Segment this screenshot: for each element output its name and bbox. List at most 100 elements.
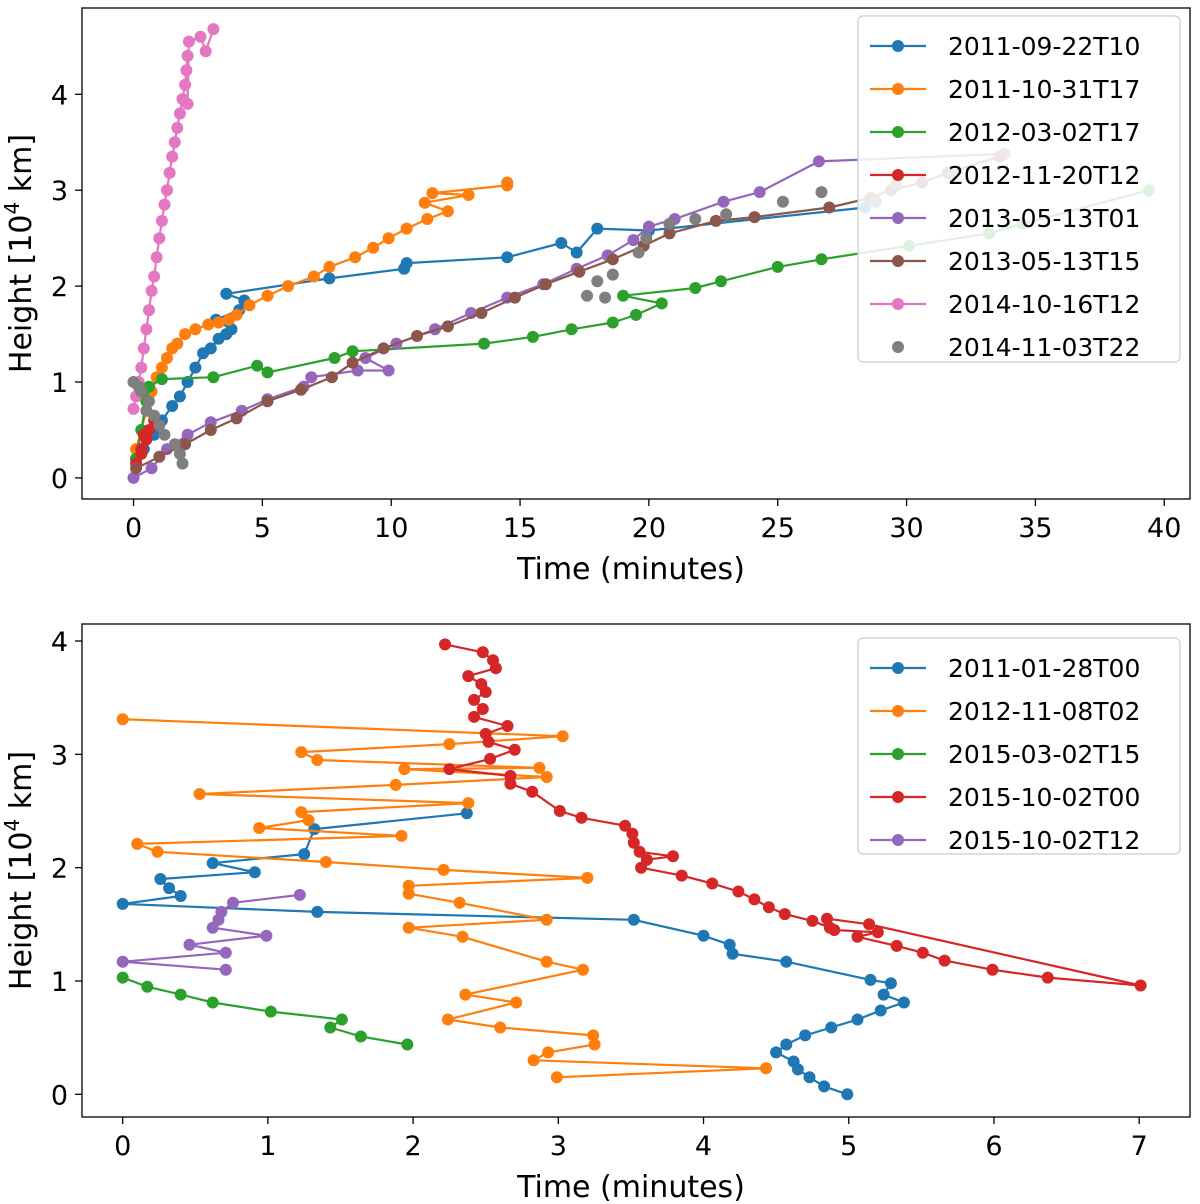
data-point: [295, 806, 308, 819]
data-point: [627, 234, 640, 247]
data-point: [770, 1046, 783, 1059]
y-axis-label: Height [104 km]: [0, 134, 39, 373]
data-point: [815, 253, 828, 266]
y-label-tail: km]: [4, 134, 39, 202]
data-point: [154, 873, 167, 885]
x-tick-label: 0: [125, 513, 142, 544]
data-point: [199, 45, 212, 58]
x-tick-label: 5: [840, 1131, 857, 1162]
legend-label: 2014-10-16T12: [948, 290, 1140, 319]
data-point: [540, 771, 553, 783]
y-label-sup: 4: [0, 202, 24, 215]
data-point: [760, 1062, 772, 1075]
data-point: [780, 955, 793, 968]
data-point: [143, 304, 155, 317]
data-point: [354, 1030, 367, 1043]
data-point: [163, 882, 176, 895]
series-2013-05-13T15: [130, 150, 1006, 475]
data-point: [633, 845, 646, 858]
data-point: [305, 371, 318, 384]
legend: 2011-09-22T10 2011-10-31T17 2012-03-02T17 2…: [857, 15, 1181, 363]
data-point: [398, 763, 411, 776]
x-tick-label: 0: [114, 1131, 131, 1162]
data-point: [591, 222, 604, 235]
data-point: [799, 1029, 812, 1042]
data-point: [815, 186, 828, 199]
data-point: [663, 217, 676, 230]
legend-label: 2012-11-08T02: [948, 697, 1140, 726]
data-point: [642, 220, 655, 233]
data-point: [803, 1071, 816, 1084]
data-point: [627, 913, 640, 926]
data-point: [127, 471, 140, 484]
data-point: [140, 323, 153, 336]
legend-label: 2014-11-03T22: [948, 333, 1140, 362]
data-point: [173, 107, 186, 120]
data-point: [823, 201, 836, 214]
data-point: [494, 1021, 507, 1034]
data-point: [675, 869, 688, 882]
x-tick-label: 25: [761, 513, 795, 544]
data-point: [570, 246, 583, 259]
data-point: [565, 323, 578, 336]
data-point: [151, 845, 164, 858]
data-point: [723, 938, 736, 951]
axes-frame: [81, 623, 1191, 1118]
data-point: [141, 980, 154, 993]
y-tick-label: 4: [51, 80, 68, 111]
data-point: [778, 908, 791, 921]
series-2015-03-02T15: [116, 971, 414, 1051]
series-2015-10-02T00: [439, 638, 1147, 992]
data-point: [148, 270, 161, 283]
legend-item: 2012-03-02T17: [870, 118, 1140, 147]
x-tick-label: 6: [985, 1131, 1002, 1162]
data-point: [220, 287, 233, 300]
data-point: [400, 222, 413, 235]
data-point: [437, 863, 450, 876]
data-point: [206, 996, 219, 1009]
data-point: [897, 996, 910, 1009]
legend-label: 2011-09-22T10: [948, 32, 1140, 61]
data-point: [382, 364, 395, 377]
data-point: [489, 662, 502, 675]
x-tick-label: 2: [404, 1131, 421, 1162]
data-point: [462, 189, 475, 201]
data-point: [526, 785, 539, 798]
x-tick-label: 10: [374, 513, 408, 544]
data-point: [230, 412, 243, 425]
x-tick-label: 20: [632, 513, 666, 544]
data-point: [307, 270, 320, 283]
data-point: [556, 730, 569, 743]
data-point: [884, 977, 897, 990]
data-point: [706, 877, 719, 890]
data-point: [606, 316, 619, 329]
data-point: [311, 905, 324, 918]
series-2011-09-22T10: [130, 201, 872, 465]
data-point: [248, 866, 261, 879]
series-2011-01-28T00: [116, 807, 910, 1101]
series-2014-11-03T22: [127, 169, 959, 470]
data-point: [395, 829, 408, 842]
series-line: [135, 206, 866, 460]
data-point: [135, 361, 148, 374]
data-point: [851, 1013, 864, 1026]
y-label-tail: km]: [4, 751, 39, 819]
data-point: [619, 819, 632, 832]
legend-item: 2011-01-28T00: [870, 654, 1140, 683]
data-point: [189, 323, 202, 336]
legend-marker: [892, 212, 904, 224]
data-point: [863, 918, 876, 931]
legend-item: 2015-03-02T15: [870, 740, 1140, 769]
data-point: [140, 404, 153, 417]
data-point: [573, 265, 586, 278]
data-point: [193, 788, 206, 800]
data-point: [367, 241, 380, 254]
data-point: [475, 307, 488, 319]
x-tick-label: 40: [1147, 513, 1181, 544]
data-point: [439, 638, 451, 651]
data-point: [697, 929, 710, 942]
series-line: [135, 182, 509, 450]
legend-marker: [892, 298, 904, 310]
legend-label: 2013-05-13T15: [948, 247, 1140, 276]
legend-marker: [892, 834, 904, 846]
